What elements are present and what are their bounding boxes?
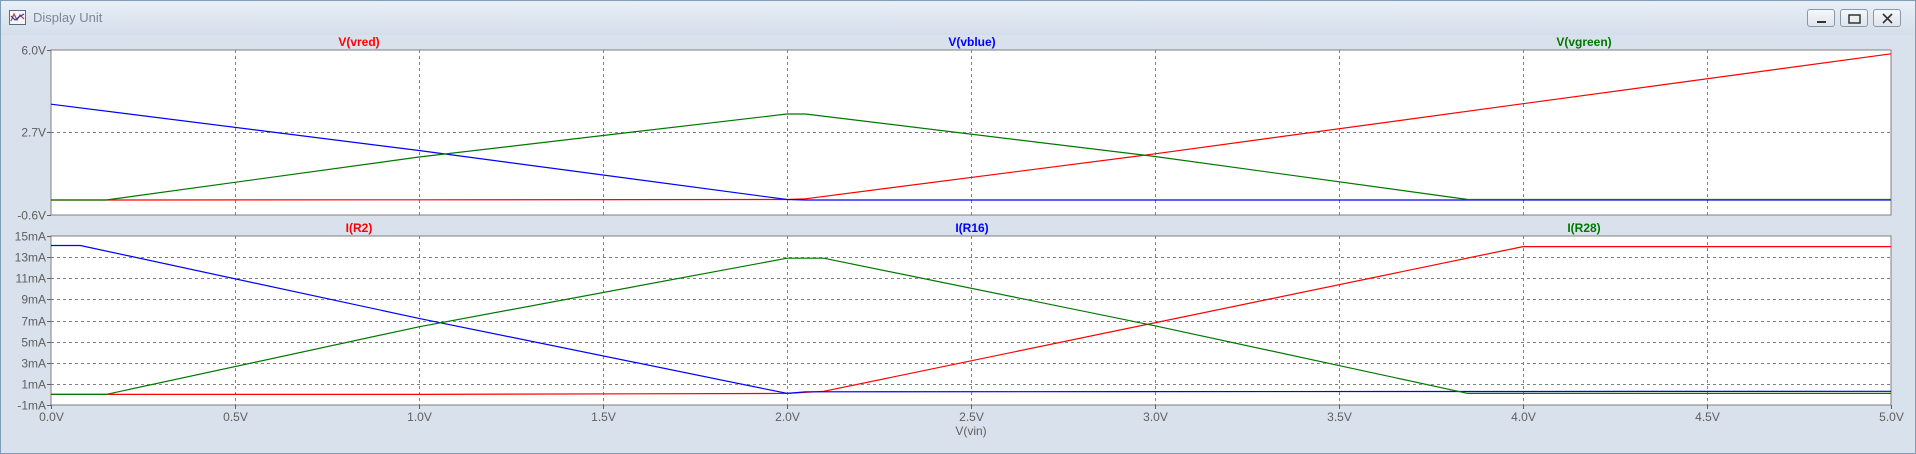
legend-label: V(vgreen) [1556, 35, 1611, 49]
legend-label: V(vred) [338, 35, 379, 49]
x-tick-label: 3.5V [1327, 410, 1352, 424]
legend-label: I(R16) [955, 221, 988, 235]
pane-bottom: -1mA 1mA 3mA 5mA 7mA 9mA 11mA 13mA 15mA I(R2) I(R1… [15, 221, 1892, 413]
minimize-icon [1817, 21, 1826, 23]
restore-icon [1848, 14, 1861, 24]
x-tick-label: 2.0V [775, 410, 800, 424]
series-line-ir16 [51, 244, 1892, 395]
series-line-vvgreen [51, 113, 1891, 201]
x-tick-label: 0.0V [39, 410, 64, 424]
y-tick-label: 5mA [21, 336, 46, 350]
close-button[interactable] [1873, 9, 1901, 27]
legend-label: V(vblue) [948, 35, 995, 49]
y-tick-label: 11mA [16, 272, 46, 286]
minimize-button[interactable] [1807, 9, 1835, 27]
legend-label: I(R28) [1567, 221, 1600, 235]
x-tick-label: 4.0V [1511, 410, 1536, 424]
x-tick-label: 1.5V [591, 410, 616, 424]
y-tick-label: -0.6V [17, 209, 46, 223]
y-tick-label: 9mA [21, 293, 46, 307]
x-tick-label: 1.0V [407, 410, 432, 424]
x-tick-label: 3.0V [1143, 410, 1168, 424]
close-icon [1882, 13, 1893, 24]
maximize-button[interactable] [1840, 9, 1868, 27]
x-tick-label: 2.5V [959, 410, 984, 424]
waveform-app-icon [9, 10, 26, 25]
title-bar[interactable]: Display Unit [1, 1, 1915, 35]
x-tick-label: 4.5V [1695, 410, 1720, 424]
x-tick-label: 5.0V [1879, 410, 1904, 424]
series-line-vvblue [50, 103, 1891, 201]
y-tick-label: 6.0V [21, 44, 46, 58]
y-tick-label: 13mA [15, 251, 46, 265]
y-tick-label: -1mA [17, 399, 46, 413]
pane-top: -0.6V 2.7V 6.0V V(vred) V(vblue) V(vgreen) [17, 35, 1892, 223]
legend-label: I(R2) [346, 221, 373, 235]
x-tick-label: 0.5V [223, 410, 248, 424]
x-axis-label: V(vin) [955, 424, 986, 438]
waveform-plot-area[interactable]: -0.6V 2.7V 6.0V V(vred) V(vblue) V(vgreen) -1m… [1, 35, 1915, 453]
window-title: Display Unit [33, 10, 103, 25]
y-tick-label: 1mA [21, 378, 46, 392]
series-line-ir28 [51, 257, 1891, 395]
y-tick-label: 2.7V [21, 126, 46, 140]
y-tick-label: 15mA [15, 230, 46, 244]
y-tick-label: 3mA [21, 357, 46, 371]
y-tick-label: 7mA [21, 315, 46, 329]
